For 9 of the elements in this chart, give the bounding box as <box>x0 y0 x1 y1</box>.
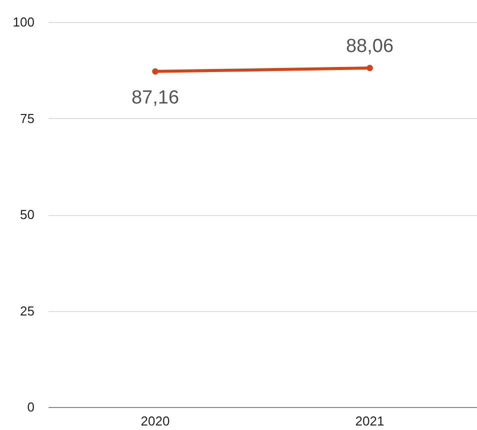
x-tick-label: 2021 <box>355 414 384 428</box>
y-tick-label: 25 <box>20 303 34 318</box>
y-tick-label: 0 <box>27 400 34 414</box>
y-tick-label: 50 <box>20 207 34 222</box>
y-tick-label: 100 <box>12 14 34 30</box>
y-tick-label: 75 <box>20 110 34 126</box>
data-label: 88,06 <box>346 36 394 57</box>
data-label: 87,16 <box>131 87 180 108</box>
x-tick-label: 2020 <box>140 414 170 428</box>
